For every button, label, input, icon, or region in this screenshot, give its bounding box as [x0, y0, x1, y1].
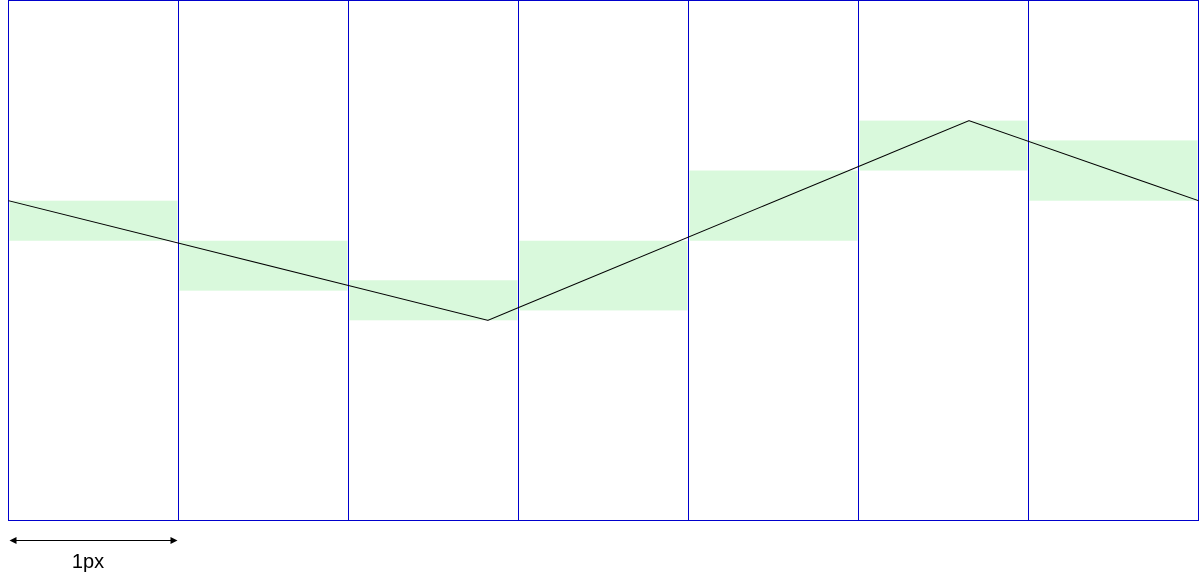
scale-arrow — [9, 537, 178, 544]
coverage-band-6 — [859, 120, 1028, 171]
sample-polyline — [8, 120, 1199, 321]
coverage-band-1 — [9, 200, 178, 241]
pixel-grid — [8, 0, 1199, 521]
grid-border — [8, 0, 1199, 521]
scale-arrow-right-head — [170, 537, 178, 544]
coverage-band-4 — [519, 240, 688, 311]
coverage-band-3 — [349, 280, 518, 321]
coverage-band-2 — [179, 240, 348, 291]
coverage-bands — [9, 120, 1198, 321]
scale-label: 1px — [72, 551, 104, 573]
sample-line — [8, 120, 1199, 321]
coverage-band-5 — [689, 170, 858, 241]
scale-arrow-left-head — [9, 537, 17, 544]
